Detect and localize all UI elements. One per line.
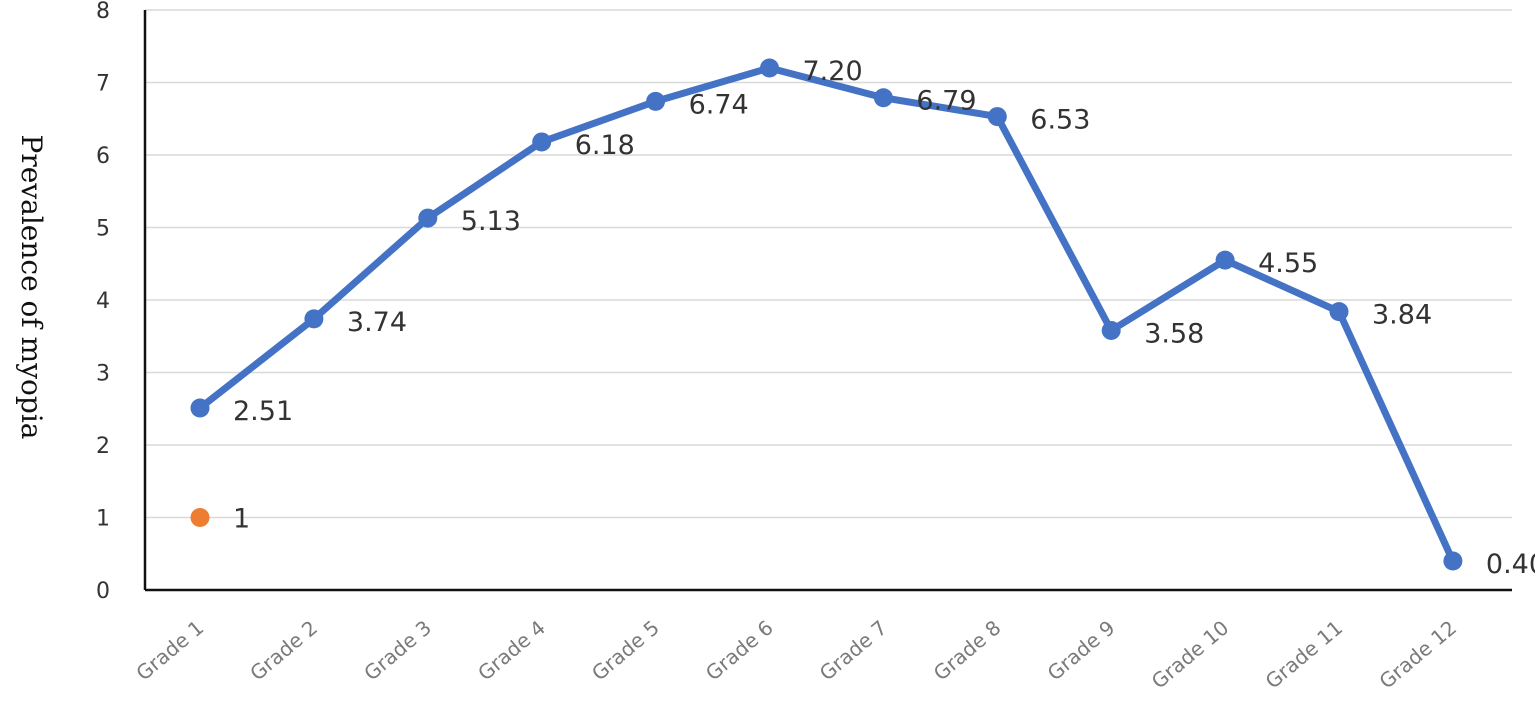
data-point	[873, 88, 893, 108]
data-point	[1215, 250, 1235, 270]
x-tick-label: Grade 1	[131, 615, 208, 685]
x-tick-label: Grade 2	[245, 615, 322, 685]
data-point-secondary	[190, 508, 210, 527]
x-tick-label: Grade 6	[701, 615, 778, 685]
y-tick-label: 8	[96, 0, 110, 24]
x-tick-label: Grade 4	[473, 615, 550, 685]
data-label: 2.51	[233, 396, 293, 427]
data-label: 6.53	[1030, 105, 1090, 136]
x-tick-label: Grade 9	[1043, 615, 1120, 685]
x-tick-label: Grade 5	[587, 615, 664, 685]
data-point	[304, 309, 324, 329]
y-tick-label: 5	[96, 217, 110, 242]
data-label: 6.74	[689, 89, 749, 120]
x-tick-label: Grade 8	[929, 615, 1006, 685]
data-point	[987, 107, 1007, 127]
data-label: 6.18	[575, 130, 635, 161]
data-point	[532, 132, 552, 152]
data-label: 3.58	[1144, 318, 1204, 349]
data-label: 4.55	[1258, 248, 1318, 279]
axes	[143, 10, 1512, 592]
x-tick-labels: Grade 1 Grade 2 Grade 3 Grade 4 Grade 5 Grade…	[131, 615, 1461, 693]
data-point	[760, 58, 779, 78]
y-tick-label: 7	[96, 72, 110, 97]
data-label: 3.84	[1372, 300, 1432, 331]
y-axis-title: Prevalence of myopia	[15, 135, 48, 440]
data-point	[1329, 302, 1349, 322]
y-tick-label: 4	[96, 289, 110, 314]
y-tick-label: 2	[96, 434, 110, 459]
data-labels: 2.51 3.74 5.13 6.18 6.74 7.20 6.79 6.53 3.58 4.55…	[233, 56, 1535, 580]
x-tick-label: Grade 11	[1261, 615, 1348, 693]
x-tick-label: Grade 10	[1147, 615, 1234, 693]
x-tick-label: Grade 7	[815, 615, 892, 685]
data-label: 7.20	[803, 56, 863, 87]
data-label-secondary: 1	[233, 504, 250, 535]
y-tick-label: 1	[96, 507, 110, 532]
y-tick-labels: 0 1 2 3 4 5 6 7 8	[96, 0, 110, 604]
y-tick-label: 3	[96, 362, 110, 387]
y-tick-label: 0	[96, 579, 110, 604]
data-label: 0.40	[1486, 549, 1535, 580]
data-point	[1443, 551, 1463, 571]
gridlines	[145, 9, 1512, 519]
x-tick-label: Grade 3	[359, 615, 436, 685]
series	[190, 58, 1463, 571]
data-point	[190, 398, 210, 418]
y-tick-label: 6	[96, 144, 110, 169]
data-point	[418, 208, 438, 228]
data-label: 3.74	[347, 307, 407, 338]
data-label: 5.13	[461, 206, 521, 237]
data-point	[1101, 320, 1121, 340]
data-point	[646, 91, 666, 111]
data-label: 6.79	[916, 86, 976, 117]
x-tick-label: Grade 12	[1375, 615, 1462, 693]
series-line	[196, 64, 1457, 565]
